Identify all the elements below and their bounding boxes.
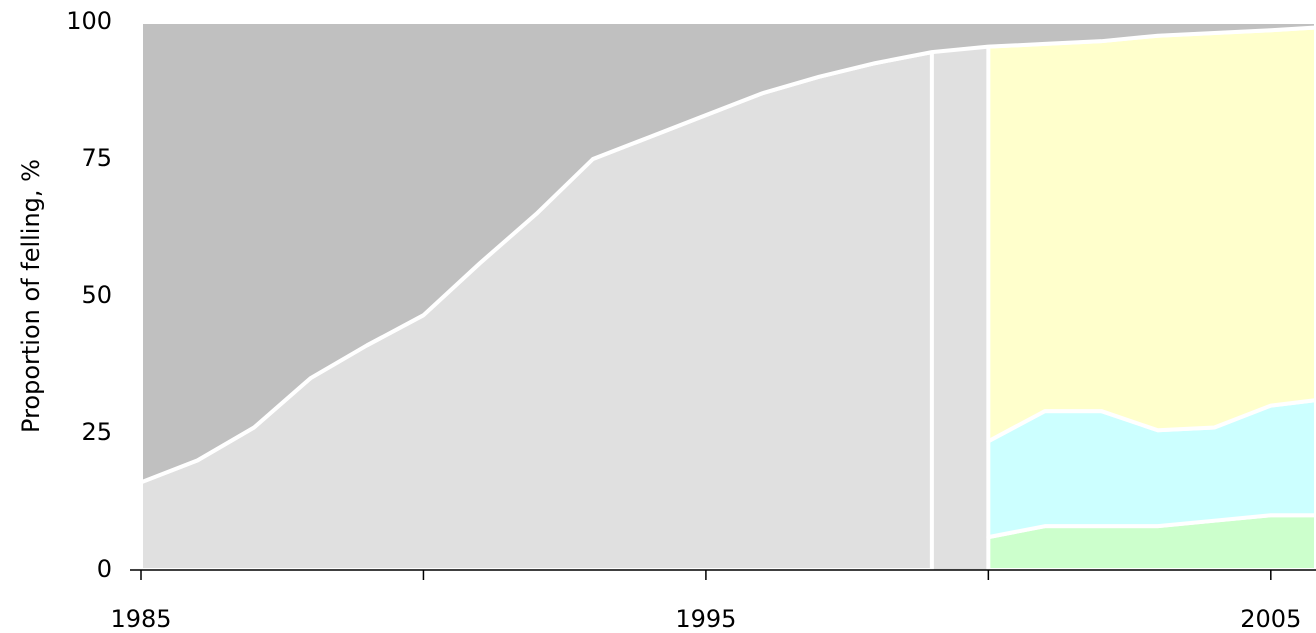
x-tick-label: 1985 (110, 605, 171, 633)
y-axis-label: Proportion of felling, % (17, 159, 45, 433)
y-tick-label: 25 (81, 418, 112, 446)
x-tick-label: 2005 (1240, 605, 1301, 633)
y-tick-label: 50 (81, 281, 112, 309)
y-tick-label: 100 (66, 7, 112, 35)
area (986, 25, 1316, 444)
y-tick-label: 75 (81, 144, 112, 172)
y-tick-label: 0 (97, 555, 112, 583)
x-tick-label: 1995 (675, 605, 736, 633)
area (139, 20, 1316, 485)
